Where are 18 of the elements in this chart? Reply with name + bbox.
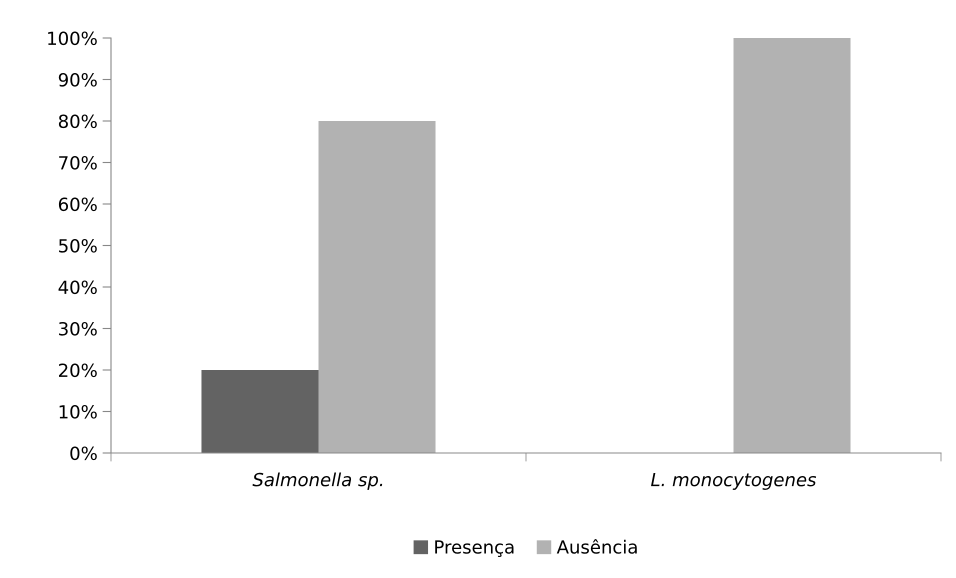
x-tick-label: L. monocytogenes [651,473,816,490]
bar [318,121,436,453]
y-tick-label: 10% [60,404,97,419]
y-tick-label: 30% [59,322,97,336]
legend-label: Ausência [556,539,637,554]
y-tick-label: 20% [58,363,97,378]
y-tick-label: 80% [58,114,97,128]
bar [201,370,318,453]
y-tick-label: 60% [58,197,97,212]
y-tick-label: 40% [58,280,97,294]
y-tick-label: 90% [58,72,97,87]
y-tick-label: 70% [59,156,97,170]
y-tick-label: 100% [48,31,97,46]
legend-label: Presença [435,540,514,557]
y-tick-label: 50% [59,238,97,253]
bar [734,38,851,453]
y-tick-label: 0% [70,446,97,460]
x-tick-label: Salmonella sp. [252,472,382,490]
